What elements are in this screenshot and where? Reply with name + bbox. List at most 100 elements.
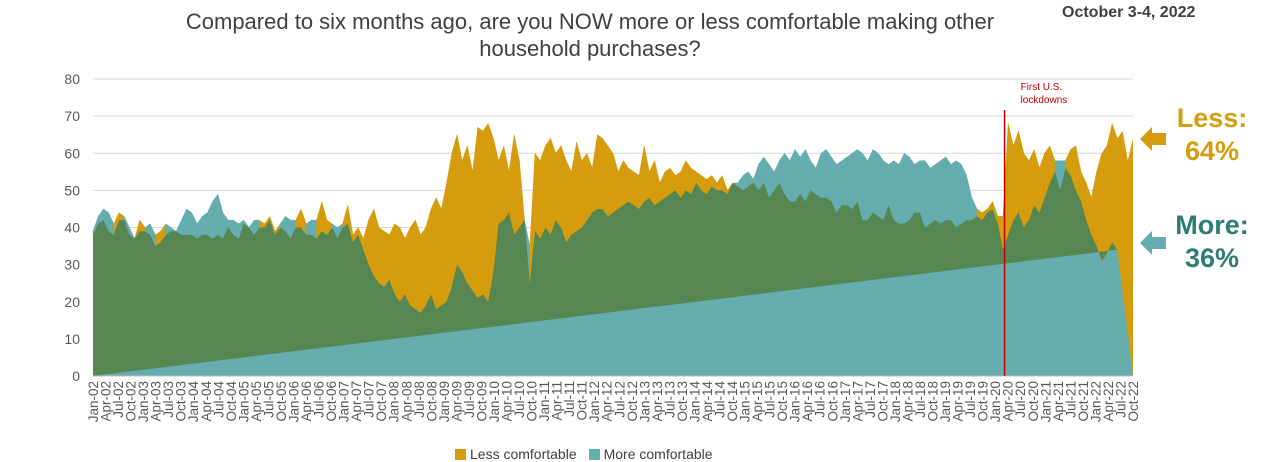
x-tick-label: Oct-15 bbox=[775, 381, 790, 422]
more-callout: More: 36% bbox=[1162, 209, 1262, 275]
band-less bbox=[482, 122, 489, 303]
x-tick-label: Jul-13 bbox=[662, 381, 677, 418]
x-tick-label: Jan-18 bbox=[888, 381, 903, 422]
x-tick-label: Jan-12 bbox=[587, 381, 602, 422]
x-tick-label: Apr-21 bbox=[1051, 381, 1066, 422]
x-tick-label: Oct-10 bbox=[525, 381, 540, 422]
x-tick-label: Apr-18 bbox=[901, 381, 916, 422]
band-less bbox=[618, 160, 624, 210]
x-tick-label: Apr-09 bbox=[449, 381, 464, 422]
band-more bbox=[784, 152, 790, 203]
band-more bbox=[961, 164, 967, 225]
x-tick-label: Jul-03 bbox=[161, 381, 176, 418]
band-less bbox=[550, 138, 556, 235]
annotation-text: First U.S. bbox=[1021, 82, 1063, 93]
x-tick-label: Jul-17 bbox=[863, 381, 878, 418]
band-less bbox=[399, 227, 406, 303]
x-tick-label: Oct-05 bbox=[274, 381, 289, 422]
x-tick-label: Jan-03 bbox=[136, 381, 151, 422]
band-less bbox=[664, 167, 671, 199]
x-tick-label: Apr-06 bbox=[299, 381, 314, 422]
x-tick-label: Oct-17 bbox=[875, 381, 890, 422]
band-less bbox=[649, 160, 655, 206]
band-more bbox=[971, 197, 978, 221]
x-tick-label: Oct-06 bbox=[324, 381, 339, 422]
x-tick-label: Apr-19 bbox=[951, 381, 966, 422]
band-more bbox=[935, 160, 941, 225]
x-tick-label: Apr-08 bbox=[399, 381, 414, 422]
x-tick-label: Apr-11 bbox=[550, 381, 565, 421]
band-more bbox=[909, 156, 915, 221]
band-less bbox=[581, 152, 588, 229]
band-less bbox=[545, 137, 551, 236]
x-tick-label: Jul-20 bbox=[1013, 381, 1028, 418]
x-tick-label: Apr-07 bbox=[349, 381, 364, 422]
x-tick-label: Jul-18 bbox=[913, 381, 928, 418]
x-tick-label: Jul-19 bbox=[963, 381, 978, 418]
band-less bbox=[716, 174, 723, 191]
band-more bbox=[826, 148, 832, 202]
band-less bbox=[540, 145, 546, 239]
x-tick-label: Jan-17 bbox=[838, 381, 853, 422]
band-less bbox=[488, 123, 494, 302]
arrow-less bbox=[1140, 127, 1166, 151]
band-less bbox=[384, 230, 390, 288]
x-tick-label: Jul-21 bbox=[1063, 381, 1078, 418]
y-tick-label: 20 bbox=[64, 294, 80, 310]
overlap-area bbox=[93, 168, 1118, 376]
x-tick-label: Jul-11 bbox=[562, 381, 577, 417]
x-tick-label: Jan-02 bbox=[86, 381, 101, 422]
x-tick-label: Jul-16 bbox=[813, 381, 828, 418]
band-more bbox=[930, 164, 936, 225]
band-less bbox=[373, 208, 380, 284]
band-less bbox=[462, 145, 468, 284]
x-tick-label: Jul-02 bbox=[111, 381, 126, 418]
x-tick-label: Jan-14 bbox=[687, 381, 702, 423]
band-less bbox=[1112, 123, 1118, 251]
x-tick-label: Jan-10 bbox=[487, 381, 502, 422]
band-less bbox=[659, 171, 666, 202]
band-less bbox=[1034, 149, 1040, 214]
x-tick-label: Jul-07 bbox=[362, 381, 377, 418]
x-tick-label: Oct-18 bbox=[926, 381, 941, 422]
band-less bbox=[1091, 171, 1097, 247]
band-less bbox=[685, 160, 692, 195]
x-tick-label: Jul-10 bbox=[512, 381, 527, 418]
x-tick-label: Jan-05 bbox=[236, 381, 251, 422]
band-more bbox=[794, 148, 801, 203]
legend-label-less: Less comfortable bbox=[470, 446, 577, 462]
band-less bbox=[597, 134, 603, 210]
band-less bbox=[378, 227, 385, 288]
band-less bbox=[514, 134, 520, 236]
x-tick-label: Jan-06 bbox=[287, 381, 302, 422]
x-tick-label: Apr-20 bbox=[1001, 381, 1016, 422]
less-callout-label: Less: bbox=[1176, 103, 1248, 133]
x-tick-label: Oct-21 bbox=[1076, 381, 1091, 422]
legend-item-less: Less comfortable bbox=[455, 446, 577, 462]
band-less bbox=[1002, 123, 1009, 250]
band-more bbox=[846, 152, 853, 210]
band-less bbox=[607, 145, 614, 217]
x-tick-label: Apr-05 bbox=[249, 381, 264, 422]
x-tick-label: Oct-07 bbox=[374, 381, 389, 422]
band-more bbox=[898, 153, 905, 224]
x-tick-label: Jul-14 bbox=[713, 381, 728, 418]
band-less bbox=[644, 145, 650, 202]
x-tick-label: Jan-11 bbox=[537, 381, 552, 421]
x-tick-label: Apr-14 bbox=[700, 381, 715, 422]
band-more bbox=[820, 149, 827, 198]
band-more bbox=[196, 215, 203, 240]
band-more bbox=[924, 160, 931, 228]
band-more bbox=[789, 149, 796, 202]
band-more bbox=[841, 156, 848, 206]
x-tick-label: Jul-04 bbox=[211, 381, 226, 418]
band-more bbox=[186, 208, 192, 236]
x-tick-label: Apr-12 bbox=[600, 381, 615, 422]
x-tick-label: Apr-02 bbox=[99, 381, 114, 422]
band-less bbox=[420, 226, 426, 314]
band-less bbox=[1096, 153, 1102, 261]
legend-swatch-less bbox=[455, 448, 466, 460]
band-less bbox=[576, 142, 582, 232]
less-callout-value: 64% bbox=[1184, 136, 1240, 166]
band-more bbox=[836, 160, 842, 214]
